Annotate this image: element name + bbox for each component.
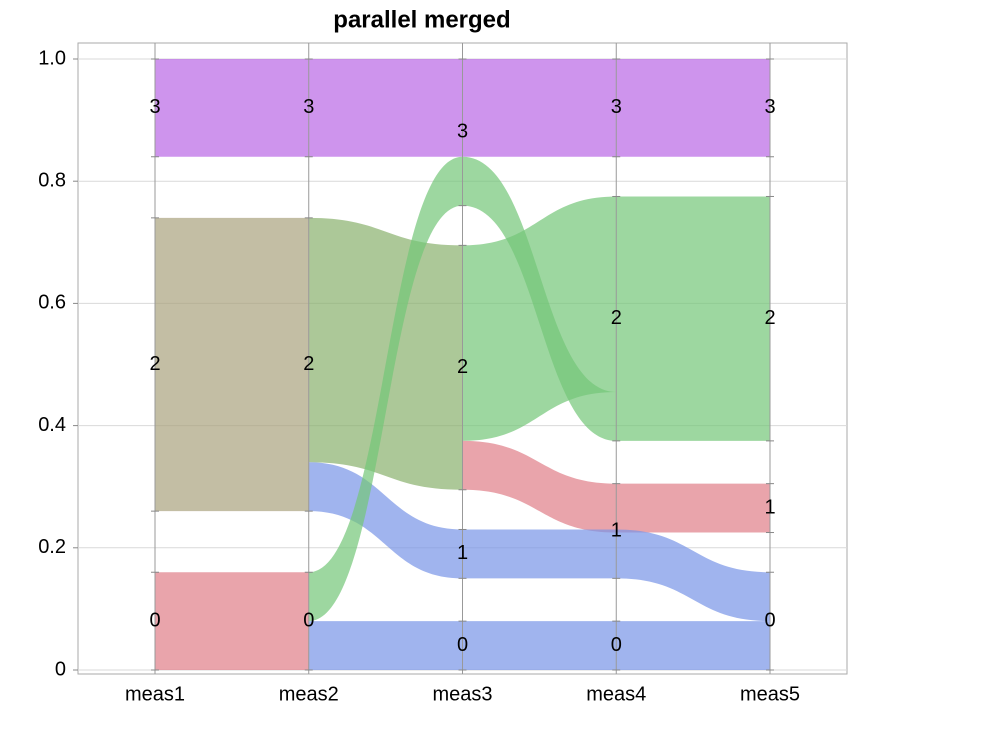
flow <box>616 59 770 157</box>
node-label: 2 <box>611 307 622 329</box>
x-tick-label: meas3 <box>432 683 492 705</box>
node-label: 0 <box>303 609 314 631</box>
x-tick-label: meas5 <box>740 683 800 705</box>
y-tick-label: 0.4 <box>38 414 66 436</box>
y-tick-label: 1.0 <box>38 47 66 69</box>
node-label: 1 <box>457 542 468 564</box>
flow <box>308 462 463 579</box>
flow <box>155 572 309 670</box>
node-label: 0 <box>149 609 160 631</box>
node-label: 2 <box>149 353 160 375</box>
node-label: 0 <box>611 634 622 656</box>
node-label: 0 <box>457 634 468 656</box>
flow <box>462 59 617 157</box>
node-label: 1 <box>611 519 622 541</box>
chart-title: parallel merged <box>333 6 510 33</box>
y-tick-label: 0 <box>55 658 66 680</box>
y-tick-label: 0.6 <box>38 292 66 314</box>
flow <box>155 217 309 512</box>
node-label: 3 <box>764 96 775 118</box>
x-tick-label: meas1 <box>125 683 185 705</box>
node-label: 3 <box>149 96 160 118</box>
y-tick-label: 0.2 <box>38 536 66 558</box>
flow <box>616 196 770 441</box>
flow <box>462 621 617 670</box>
flow <box>308 59 463 157</box>
flow <box>155 59 309 157</box>
node-label: 1 <box>764 496 775 518</box>
node-label: 2 <box>764 307 775 329</box>
flow <box>616 529 770 622</box>
x-tick-label: meas4 <box>586 683 646 705</box>
flow <box>462 196 617 441</box>
node-label: 3 <box>303 96 314 118</box>
flow <box>462 529 617 579</box>
flow <box>616 621 770 670</box>
flow <box>308 156 463 622</box>
node-label: 0 <box>764 609 775 631</box>
flow <box>616 483 770 533</box>
node-label: 2 <box>457 356 468 378</box>
node-label: 3 <box>611 96 622 118</box>
flow <box>308 621 463 670</box>
flow <box>308 217 463 490</box>
node-label: 3 <box>457 121 468 143</box>
node-label: 2 <box>303 353 314 375</box>
flow <box>462 440 617 533</box>
x-tick-label: meas2 <box>279 683 339 705</box>
y-tick-label: 0.8 <box>38 169 66 191</box>
